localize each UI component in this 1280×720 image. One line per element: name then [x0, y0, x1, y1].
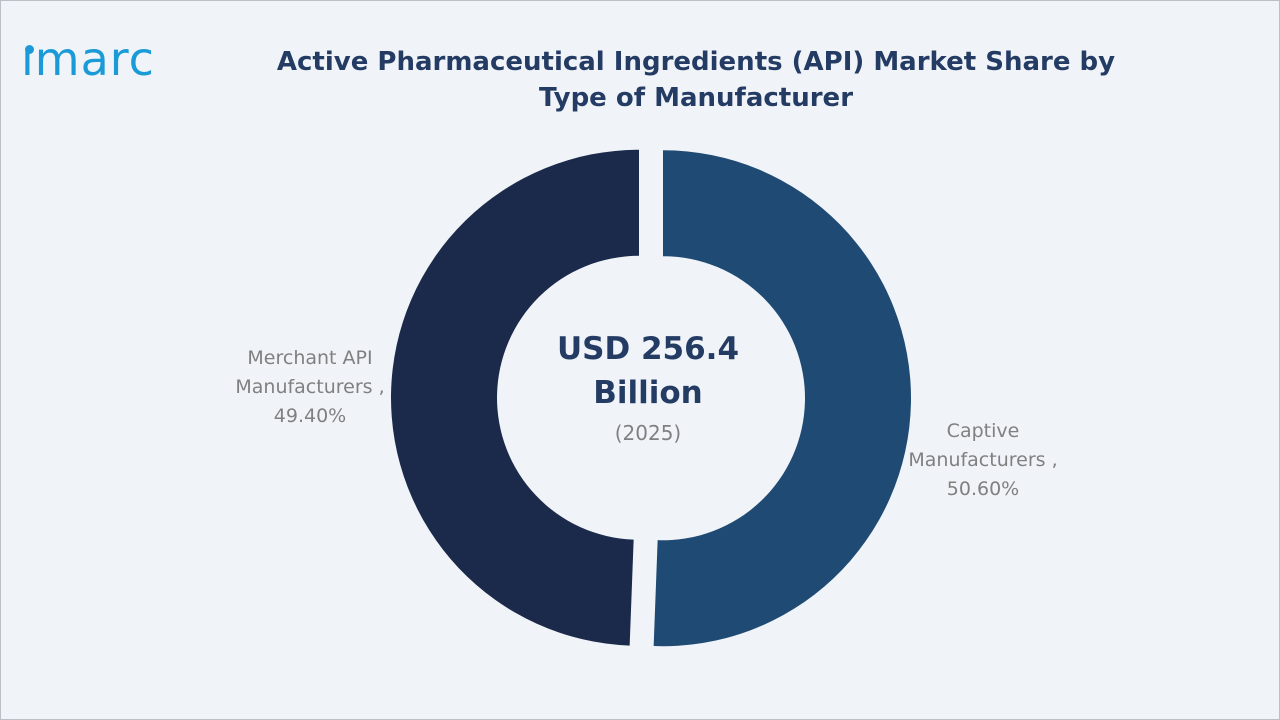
slice-label-name: Merchant API Manufacturers , [235, 347, 385, 398]
slice-label-captive: Captive Manufacturers , 50.60% [883, 417, 1083, 504]
donut-slice-captive [653, 150, 911, 647]
imarc-logo: ımarc [21, 31, 211, 91]
chart-title: Active Pharmaceutical Ingredients (API) … [276, 47, 1116, 113]
slice-label-value: 50.60% [946, 478, 1020, 500]
market-size-value: USD 256.4 Billion [556, 331, 740, 411]
donut-center-label: USD 256.4 Billion (2025) [548, 327, 748, 445]
market-size-year: (2025) [614, 421, 682, 445]
logo-dot-icon [25, 45, 34, 54]
logo-text: ımarc [21, 32, 155, 86]
donut-slice-merchant [391, 149, 640, 646]
slice-label-merchant: Merchant API Manufacturers , 49.40% [210, 344, 410, 431]
slice-label-value: 49.40% [273, 405, 347, 427]
slice-label-name: Captive Manufacturers , [908, 420, 1058, 471]
